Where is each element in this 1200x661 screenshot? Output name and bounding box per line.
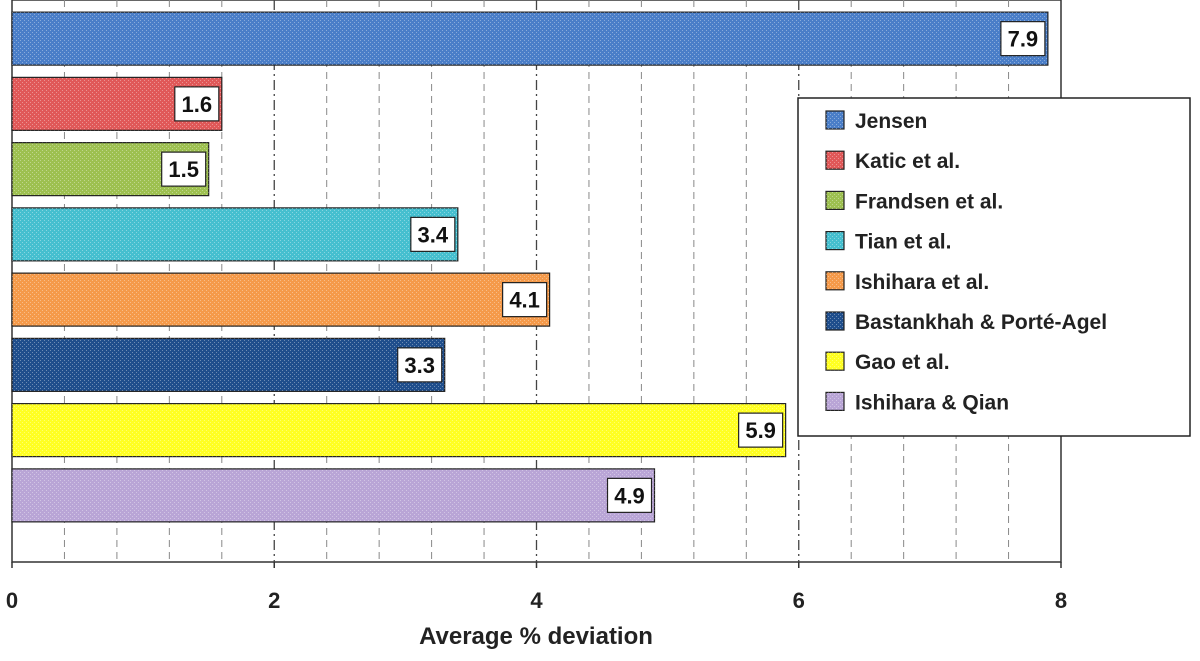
data-label: 3.4 bbox=[418, 222, 449, 247]
x-tick-label: 4 bbox=[530, 588, 543, 613]
x-tick-label: 2 bbox=[268, 588, 280, 613]
data-label: 5.9 bbox=[745, 418, 776, 443]
data-label-box bbox=[174, 86, 220, 122]
data-label: 4.9 bbox=[614, 483, 645, 508]
legend-swatch-texture bbox=[826, 312, 844, 330]
legend-label-tian-et-al: Tian et al. bbox=[855, 231, 951, 254]
legend-box bbox=[797, 97, 1191, 437]
data-label-box bbox=[738, 412, 784, 448]
data-label-box bbox=[397, 347, 443, 383]
x-tick-label: 6 bbox=[793, 588, 805, 613]
legend-swatch-texture bbox=[826, 151, 844, 170]
data-label: 3.3 bbox=[404, 353, 435, 378]
legend-label-frandsen-et-al: Frandsen et al. bbox=[855, 190, 1003, 213]
legend-swatch-texture bbox=[826, 191, 844, 210]
x-axis-title: Average % deviation bbox=[419, 623, 653, 650]
legend-label-jensen: Jensen bbox=[855, 110, 927, 133]
bars bbox=[11, 11, 1049, 523]
data-label-box bbox=[1000, 21, 1046, 57]
data-label-box bbox=[606, 477, 653, 513]
bar-tian-et-al-texture bbox=[12, 207, 458, 261]
bar-gao-et-al-texture bbox=[12, 403, 786, 457]
data-label-box bbox=[502, 282, 548, 318]
data-label-box bbox=[161, 151, 207, 187]
data-labels: 7.9 1.6 1.5 3.4 4.1 3.3 5.9 4.9 bbox=[161, 21, 1046, 513]
legend-label-gao-et-al: Gao et al. bbox=[855, 351, 950, 374]
legend-swatch-texture bbox=[826, 352, 844, 371]
data-label: 1.5 bbox=[168, 157, 199, 182]
legend-label-katic-et-al: Katic et al. bbox=[855, 150, 960, 173]
bar-bastankhah-port-agel-texture bbox=[12, 338, 445, 392]
x-tick-label: 8 bbox=[1055, 588, 1067, 613]
legend-swatch-texture bbox=[826, 231, 844, 250]
data-label: 4.1 bbox=[509, 288, 540, 313]
data-label: 7.9 bbox=[1008, 27, 1039, 52]
bar-ishihara-et-al-texture bbox=[12, 273, 550, 327]
legend-swatch-texture bbox=[826, 271, 844, 290]
data-label-box bbox=[410, 216, 456, 252]
legend-label-bastankhah-port-agel: Bastankhah & Porté-Agel bbox=[855, 311, 1107, 334]
legend: Jensen Katic et al. Frandsen et al. Tian et… bbox=[797, 97, 1191, 437]
legend-label-ishihara-qian: Ishihara & Qian bbox=[855, 391, 1009, 414]
data-label: 1.6 bbox=[182, 92, 213, 117]
bar-ishihara-qian-texture bbox=[12, 468, 655, 522]
legend-label-ishihara-et-al: Ishihara et al. bbox=[855, 271, 989, 294]
bar-jensen-texture bbox=[12, 12, 1048, 66]
legend-swatch-texture bbox=[826, 392, 844, 411]
legend-swatch-texture bbox=[826, 111, 844, 129]
x-axis: 0 2 4 6 8 bbox=[6, 562, 1067, 613]
x-tick-label: 0 bbox=[6, 588, 18, 613]
